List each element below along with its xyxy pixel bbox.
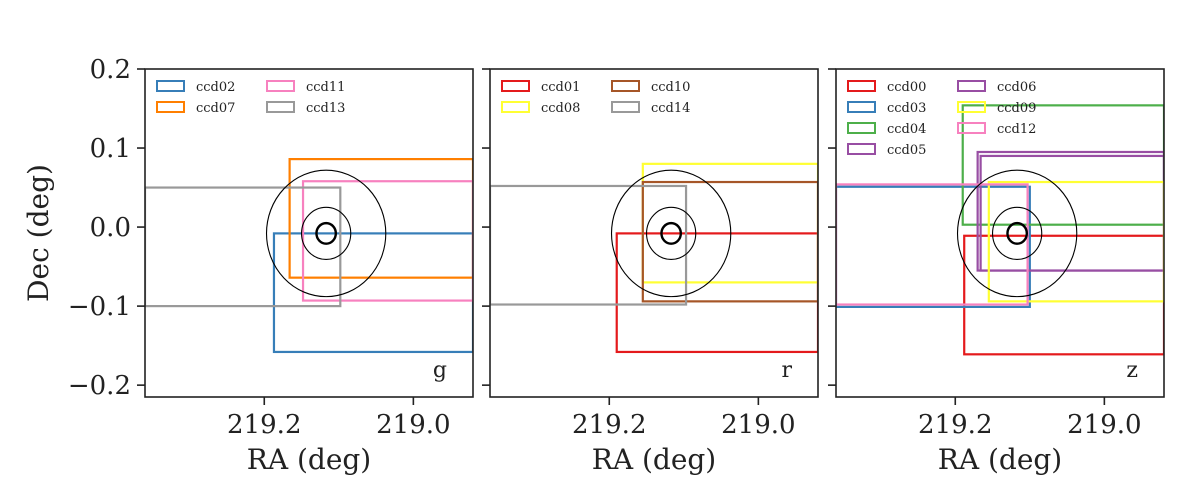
legend-swatch [847, 101, 876, 113]
legend-label: ccd04 [887, 122, 926, 137]
legend-swatch [847, 143, 876, 155]
legend-swatch [611, 101, 640, 113]
legend-swatch [156, 80, 185, 92]
legend-label: ccd01 [541, 80, 580, 95]
x-tick-label: 219.2 [918, 410, 992, 440]
x-tick-label: 219.0 [376, 410, 450, 440]
legend: ccd01 ccd08 ccd10 ccd14 [501, 80, 690, 116]
panel-z: 219.2 219.0RA (deg)zccd00ccd03ccd04ccd05c… [828, 68, 1165, 476]
target-circle [1006, 221, 1029, 245]
target-circle [610, 169, 732, 298]
y-tick-label: −0.2 [68, 371, 131, 401]
legend: ccd00 ccd03 ccd04 ccd05 ccd06 ccd09 ccd12 [847, 80, 1036, 158]
y-tick-label: 0.1 [90, 134, 131, 164]
legend-swatch [611, 80, 640, 92]
legend-swatch [501, 101, 530, 113]
x-tick-label: 219.0 [1067, 410, 1141, 440]
plot-area [490, 162, 818, 354]
y-tick-label: 0.2 [90, 55, 131, 85]
target-circle [315, 221, 338, 245]
band-label: r [781, 358, 792, 383]
legend-label: ccd07 [196, 101, 235, 116]
legend-label: ccd08 [541, 101, 580, 116]
x-tick-label: 219.0 [721, 410, 795, 440]
legend-swatch [266, 101, 295, 113]
axes-frame [144, 68, 474, 398]
target-circle [660, 221, 683, 245]
band-label: z [1126, 358, 1138, 383]
target-circle [300, 206, 352, 261]
footprint-ccd12 [836, 183, 1029, 306]
footprint-ccd01 [615, 232, 818, 354]
legend-swatch [266, 80, 295, 92]
legend-label: ccd02 [196, 80, 235, 95]
x-tick-label: 219.2 [227, 410, 301, 440]
legend-swatch [847, 122, 876, 134]
panel-g: −0.2 −0.1 0.0 0.1 0.2 219.2 219.0RA (deg) Dec (… [22, 55, 474, 476]
legend-swatch [847, 80, 876, 92]
band-label: g [433, 358, 447, 383]
legend-swatch [957, 80, 986, 92]
footprint-ccd03 [836, 185, 1031, 308]
legend-label: ccd05 [887, 143, 926, 158]
legend-label: ccd12 [997, 122, 1036, 137]
panel-r: 219.2 219.0RA (deg) r ccd01 ccd08 ccd10 ccd14 [482, 68, 819, 476]
legend-swatch [156, 101, 185, 113]
target-circle [645, 206, 697, 261]
target-circle [956, 169, 1078, 298]
plot-area [145, 158, 473, 354]
y-tick-label: 0.0 [90, 213, 131, 243]
target-circle [265, 169, 387, 298]
legend-label: ccd00 [887, 80, 926, 95]
footprint-ccd00 [963, 234, 1164, 356]
legend-label: ccd11 [306, 80, 345, 95]
x-axis-title: RA (deg) [247, 443, 371, 476]
footprint-ccd10 [641, 180, 818, 303]
legend-label: ccd03 [887, 101, 926, 116]
axes-frame [489, 68, 819, 398]
legend-label: ccd13 [306, 101, 345, 116]
footprint-ccd14 [490, 184, 688, 306]
x-axis-title: RA (deg) [592, 443, 716, 476]
y-tick-label: −0.1 [68, 292, 131, 322]
x-tick-label: 219.2 [572, 410, 646, 440]
target-circle [991, 206, 1043, 261]
axes-frame [835, 68, 1165, 398]
footprint-ccd07 [288, 158, 473, 279]
legend-swatch [957, 122, 986, 134]
x-axis-title: RA (deg) [938, 443, 1062, 476]
legend: ccd02 ccd07 ccd11 ccd13 [156, 80, 345, 116]
footprint-ccd04 [961, 104, 1164, 226]
legend-swatch [501, 80, 530, 92]
y-axis-title: Dec (deg) [22, 164, 55, 302]
legend-label: ccd10 [651, 80, 690, 95]
legend-label: ccd09 [997, 101, 1036, 116]
legend-label: ccd14 [651, 101, 690, 116]
legend-swatch [957, 101, 986, 113]
footprint-ccd13 [145, 186, 342, 308]
footprint-ccd09 [987, 180, 1164, 303]
legend-label: ccd06 [997, 80, 1036, 95]
